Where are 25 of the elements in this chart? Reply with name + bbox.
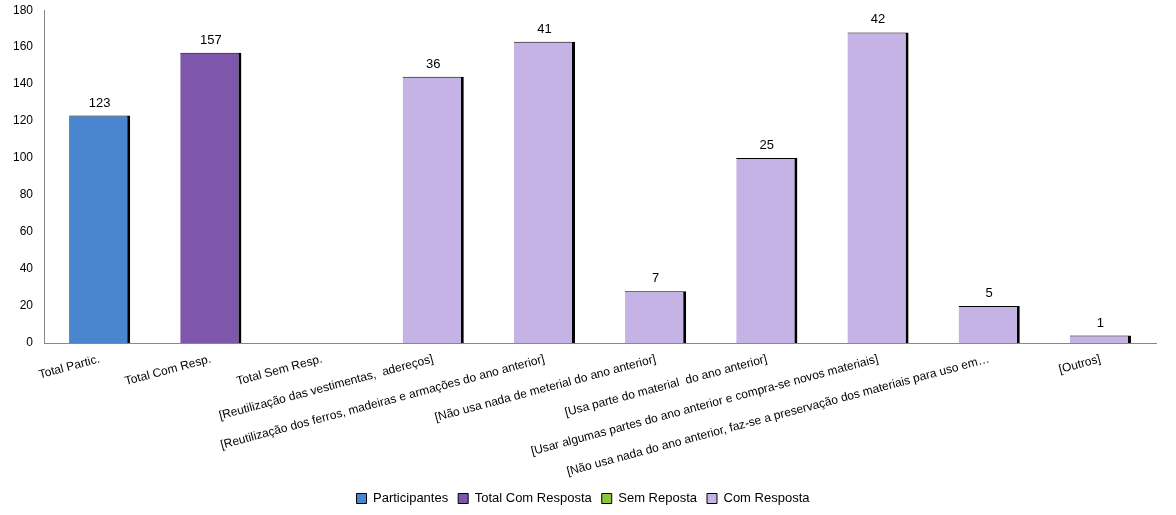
y-tick-label: 180 [12, 2, 34, 17]
y-tick-label: 100 [12, 150, 34, 165]
annotation: 7 [651, 270, 660, 286]
data-label: 157 [199, 31, 222, 47]
y-tick-label: 120 [12, 113, 34, 128]
legend-label: Participantes [373, 490, 449, 506]
legend-label: Sem Reposta [618, 490, 698, 506]
x-tick-label: Total Partic. [37, 351, 102, 382]
y-tick-label: 60 [19, 224, 34, 239]
y-tick-label: 160 [12, 39, 34, 54]
legend-label: Total Com Resposta [474, 490, 593, 506]
annotation: 41 [537, 20, 552, 36]
annotation: 5 [985, 285, 993, 301]
y-tick-label: 20 [19, 298, 34, 313]
legend-label: Com Resposta [723, 490, 811, 506]
y-tick-label: 40 [19, 261, 34, 276]
annotation: 1 [1096, 314, 1105, 330]
annotation: 36 [425, 55, 441, 71]
y-tick-label: 140 [12, 76, 34, 91]
annotation: 25 [759, 137, 775, 153]
x-tick-label: Total Com Resp. [123, 351, 213, 389]
y-tick-label: 80 [19, 187, 34, 202]
annotation: 42 [870, 11, 886, 27]
y-tick-label: 0 [26, 335, 34, 350]
data-label: 123 [88, 94, 111, 110]
